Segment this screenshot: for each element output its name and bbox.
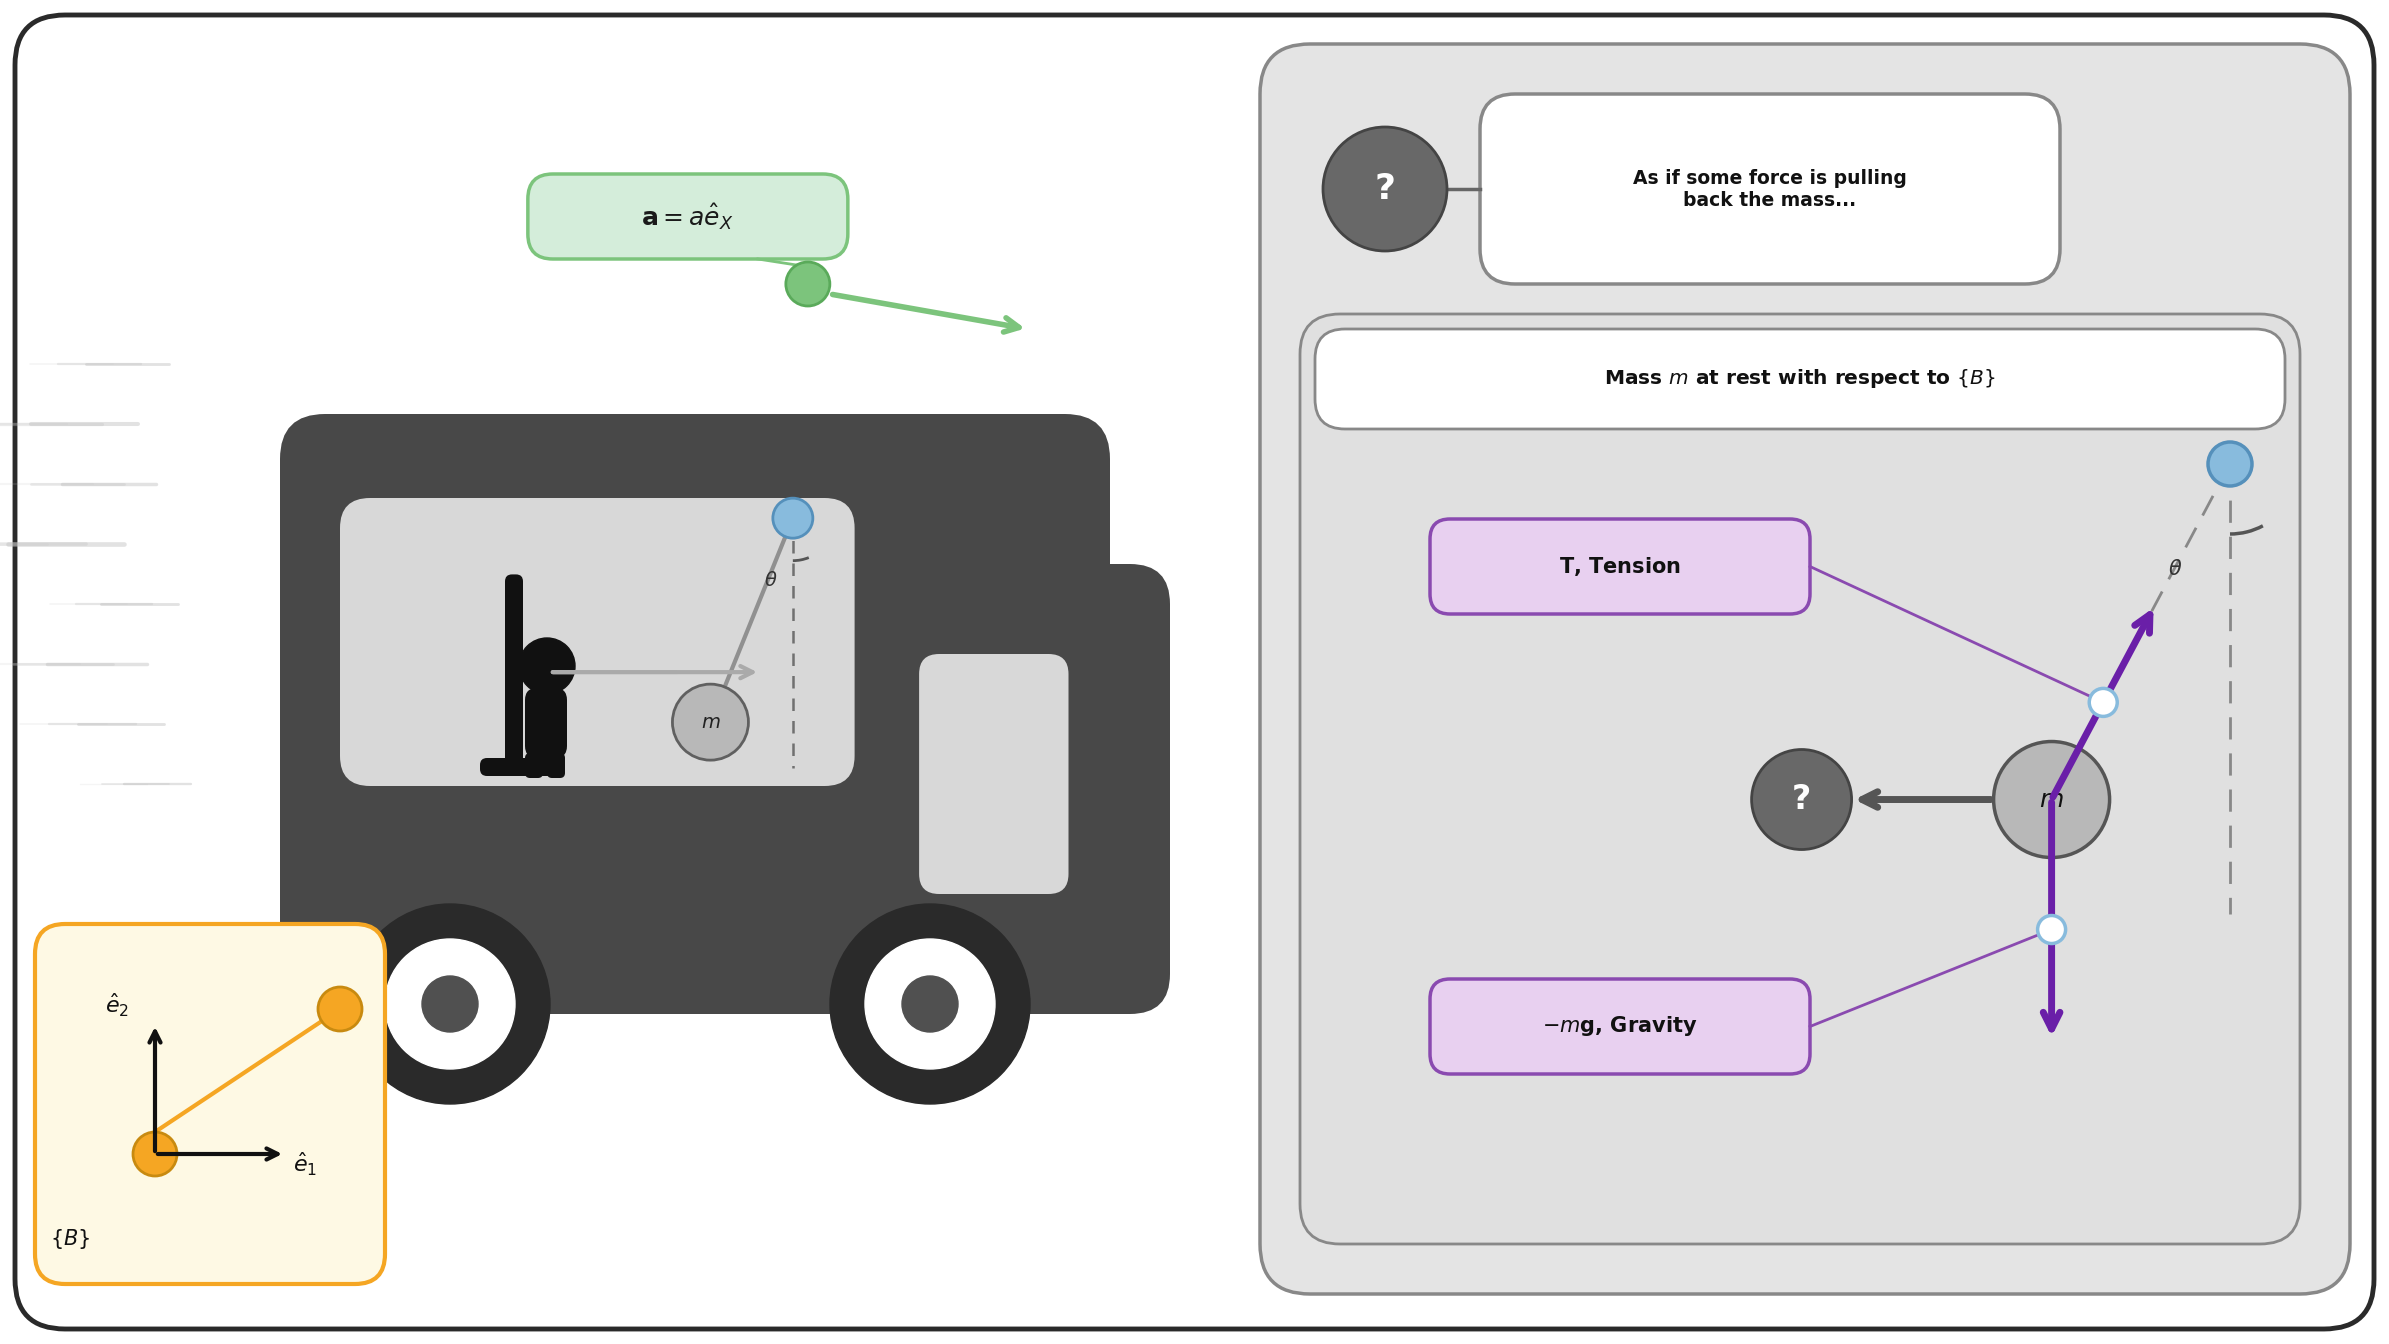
FancyBboxPatch shape [1431,978,1811,1074]
Circle shape [774,499,812,538]
Circle shape [351,905,549,1103]
Circle shape [865,939,994,1068]
FancyBboxPatch shape [339,499,855,786]
Text: $\{B\}$: $\{B\}$ [50,1227,91,1251]
Text: $\hat{e}_1$: $\hat{e}_1$ [294,1150,318,1177]
Circle shape [2038,915,2066,943]
Circle shape [134,1132,177,1176]
Text: $\theta$: $\theta$ [2167,559,2181,579]
Circle shape [1324,126,1448,251]
Text: $m$: $m$ [700,712,719,731]
Circle shape [1992,742,2109,857]
Circle shape [2090,688,2117,716]
Circle shape [829,905,1030,1103]
FancyBboxPatch shape [504,574,523,775]
Circle shape [518,638,576,694]
FancyBboxPatch shape [920,655,1068,894]
Circle shape [423,976,478,1032]
Circle shape [318,986,363,1031]
Text: $-m\mathbf{g}$, Gravity: $-m\mathbf{g}$, Gravity [1543,1015,1699,1039]
FancyBboxPatch shape [547,753,566,778]
FancyBboxPatch shape [1300,314,2301,1245]
Text: ?: ? [1792,784,1811,816]
Text: $\mathbf{a} = a\hat{e}_X$: $\mathbf{a} = a\hat{e}_X$ [640,202,733,233]
FancyBboxPatch shape [1481,94,2059,284]
FancyBboxPatch shape [280,414,1111,934]
FancyBboxPatch shape [480,758,559,775]
Circle shape [903,976,958,1032]
FancyBboxPatch shape [1314,329,2284,429]
Circle shape [671,684,748,761]
Text: $\hat{e}_2$: $\hat{e}_2$ [105,992,129,1019]
FancyBboxPatch shape [36,925,385,1284]
FancyBboxPatch shape [526,688,566,758]
Circle shape [385,939,516,1068]
FancyBboxPatch shape [526,753,542,778]
Text: ?: ? [1374,172,1395,206]
Text: $\theta$: $\theta$ [764,571,779,590]
FancyBboxPatch shape [280,804,1027,1013]
FancyBboxPatch shape [903,564,1171,1013]
FancyBboxPatch shape [1259,44,2351,1294]
Text: Mass $m$ at rest with respect to $\{B\}$: Mass $m$ at rest with respect to $\{B\}$ [1605,367,1995,391]
Text: $\mathbf{T}$, Tension: $\mathbf{T}$, Tension [1560,555,1682,578]
Circle shape [1751,750,1851,849]
FancyBboxPatch shape [1431,519,1811,614]
FancyBboxPatch shape [14,15,2375,1329]
Circle shape [786,262,829,306]
Text: $m$: $m$ [2040,788,2064,812]
Text: As if some force is pulling
back the mass...: As if some force is pulling back the mas… [1634,168,1906,210]
FancyBboxPatch shape [528,173,848,259]
Circle shape [2207,442,2253,487]
